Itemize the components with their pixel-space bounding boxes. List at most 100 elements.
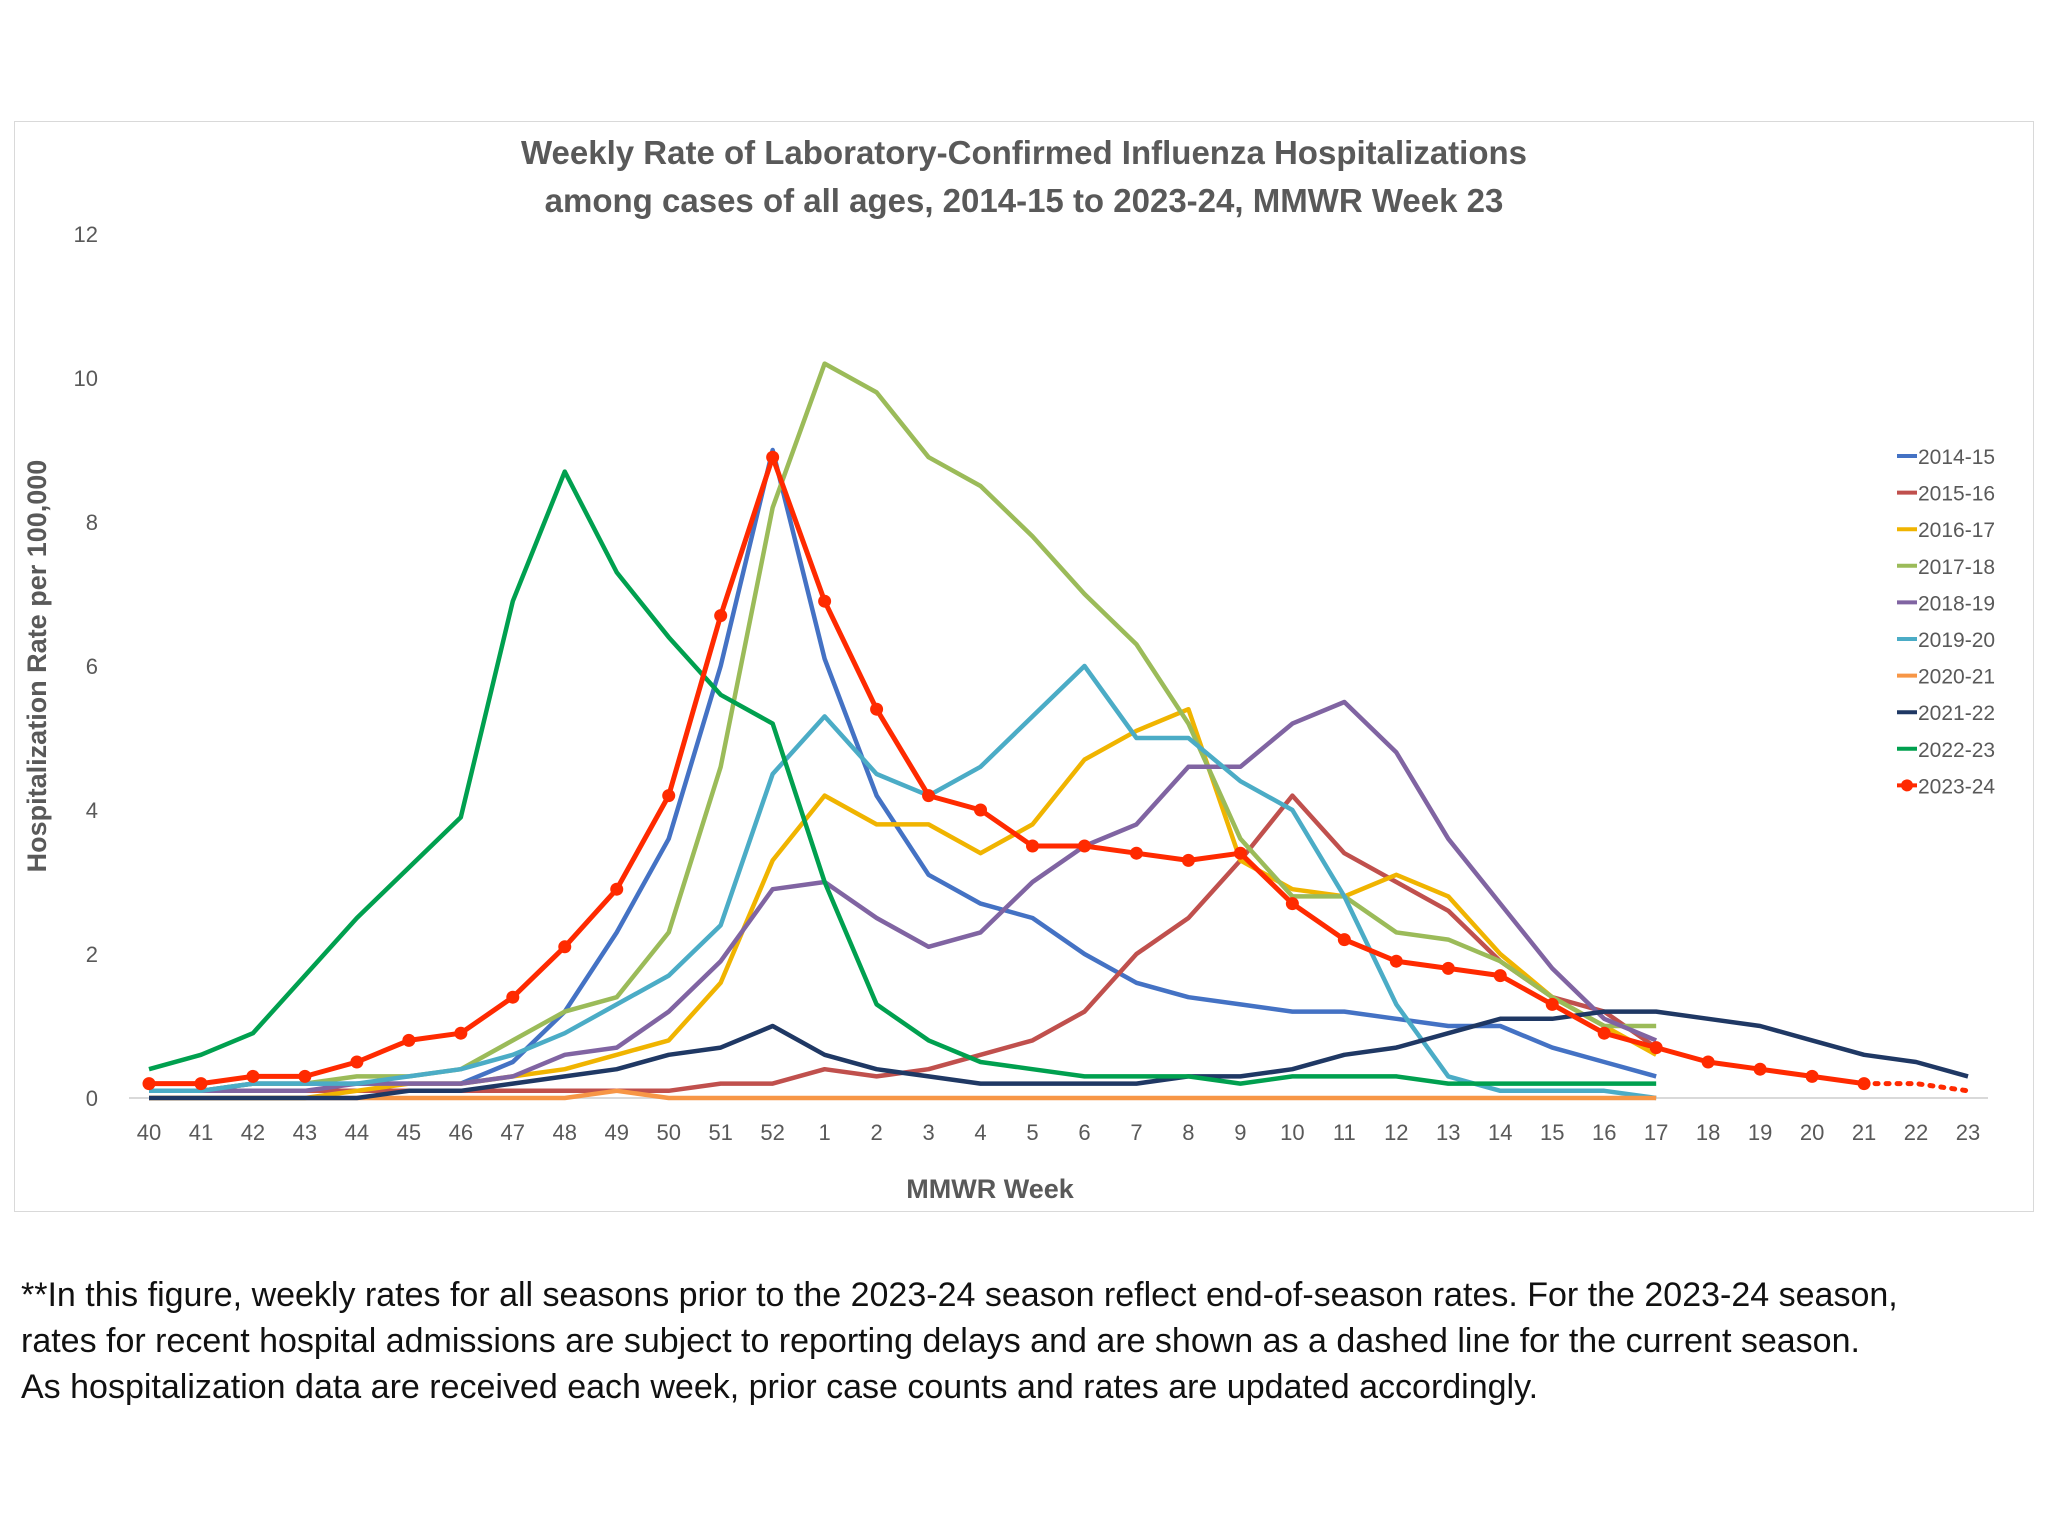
x-tick-label: 18: [1696, 1120, 1720, 1145]
series-line-2021-22: [149, 1009, 1969, 1101]
data-point-2023-24-12: [1389, 954, 1403, 968]
data-point-2023-24-18: [1701, 1055, 1715, 1069]
x-tick-label: 21: [1852, 1120, 1876, 1145]
y-tick-label: 8: [86, 510, 98, 535]
legend-label-2018-19: 2018-19: [1918, 592, 1995, 615]
y-tick-label: 2: [86, 942, 98, 967]
data-point-2023-24-2: [870, 702, 884, 716]
legend-label-2023-24: 2023-24: [1918, 775, 1995, 798]
data-point-2023-24-13: [1441, 961, 1455, 975]
x-tick-label: 14: [1488, 1120, 1512, 1145]
series-line-2014-15: [149, 447, 1657, 1094]
x-tick-label: 40: [137, 1120, 161, 1145]
x-tick-label: 9: [1234, 1120, 1246, 1145]
x-tick-label: 10: [1280, 1120, 1304, 1145]
y-tick-label: 10: [74, 366, 98, 391]
data-point-2023-24-11: [1337, 933, 1351, 947]
footnote-line-1: **In this figure, weekly rates for all s…: [21, 1276, 1898, 1314]
x-tick-label: 6: [1078, 1120, 1090, 1145]
x-tick-label: 49: [605, 1120, 629, 1145]
legend-label-2014-15: 2014-15: [1918, 446, 1995, 469]
data-point-2023-24-1: [818, 594, 832, 608]
x-tick-label: 23: [1956, 1120, 1980, 1145]
data-point-2023-24-9: [1233, 846, 1247, 860]
data-point-2023-24-4: [974, 803, 988, 817]
data-point-2023-24-43: [298, 1069, 312, 1083]
x-tick-label: 48: [553, 1120, 577, 1145]
data-point-2023-24-6: [1077, 839, 1091, 853]
chart-title-line-2: among cases of all ages, 2014-15 to 2023…: [545, 182, 1504, 219]
legend-label-2019-20: 2019-20: [1918, 629, 1995, 652]
series-line-2017-18: [149, 361, 1657, 1094]
footnote-line-3: As hospitalization data are received eac…: [21, 1368, 1539, 1406]
x-tick-label: 3: [922, 1120, 934, 1145]
x-axis-label: MMWR Week: [906, 1174, 1074, 1204]
x-tick-label: 41: [189, 1120, 213, 1145]
data-point-2023-24-47: [506, 990, 520, 1004]
series-dashed-line-2023-24: [1861, 1081, 1971, 1094]
x-tick-label: 22: [1904, 1120, 1928, 1145]
legend-label-2015-16: 2015-16: [1918, 483, 1995, 506]
data-point-2023-24-5: [1026, 839, 1040, 853]
y-tick-label: 0: [86, 1086, 98, 1111]
legend-label-2017-18: 2017-18: [1918, 556, 1995, 579]
data-point-2023-24-45: [402, 1033, 416, 1047]
footnote-line-2: rates for recent hospital admissions are…: [21, 1322, 1860, 1360]
data-point-2023-24-19: [1753, 1062, 1767, 1076]
x-tick-label: 8: [1182, 1120, 1194, 1145]
series-line-2023-24: [149, 454, 1865, 1087]
x-tick-label: 19: [1748, 1120, 1772, 1145]
x-tick-label: 2: [870, 1120, 882, 1145]
data-point-2023-24-8: [1181, 853, 1195, 867]
data-point-2023-24-7: [1129, 846, 1143, 860]
data-point-2023-24-40: [142, 1077, 156, 1091]
series-line-2020-21: [149, 1088, 1657, 1101]
x-tick-label: 52: [760, 1120, 784, 1145]
data-point-2023-24-48: [558, 940, 572, 954]
data-point-2023-24-20: [1805, 1069, 1819, 1083]
chart-title-line-1: Weekly Rate of Laboratory-Confirmed Infl…: [521, 134, 1527, 171]
series-line-2018-19: [149, 699, 1658, 1094]
data-point-2023-24-44: [350, 1055, 364, 1069]
x-tick-label: 1: [819, 1120, 831, 1145]
x-tick-label: 4: [974, 1120, 986, 1145]
line-chart: Weekly Rate of Laboratory-Confirmed Infl…: [22, 134, 1995, 1204]
x-tick-label: 44: [345, 1120, 369, 1145]
legend-label-2021-22: 2021-22: [1918, 702, 1995, 725]
data-point-2023-24-46: [454, 1026, 468, 1040]
x-tick-label: 43: [293, 1120, 317, 1145]
x-tick-label: 12: [1384, 1120, 1408, 1145]
y-axis-label: Hospitalization Rate per 100,000: [22, 460, 52, 873]
legend-label-2022-23: 2022-23: [1918, 739, 1995, 762]
series-line-2022-23: [148, 469, 1657, 1086]
y-tick-label: 12: [74, 222, 98, 247]
legend-marker-2023-24: [1901, 779, 1913, 792]
legend-label-2016-17: 2016-17: [1918, 519, 1995, 542]
data-point-2023-24-21: [1857, 1077, 1871, 1091]
data-point-2023-24-15: [1545, 997, 1559, 1011]
data-point-2023-24-3: [922, 789, 936, 803]
x-tick-label: 15: [1540, 1120, 1564, 1145]
x-tick-label: 13: [1436, 1120, 1460, 1145]
x-tick-label: 17: [1644, 1120, 1668, 1145]
chart-frame: [14, 121, 2034, 1212]
x-tick-label: 20: [1800, 1120, 1824, 1145]
x-tick-label: 45: [397, 1120, 421, 1145]
x-tick-label: 5: [1026, 1120, 1038, 1145]
data-point-2023-24-50: [662, 789, 676, 803]
data-point-2023-24-49: [610, 882, 624, 896]
x-tick-label: 50: [656, 1120, 680, 1145]
data-point-2023-24-41: [194, 1077, 208, 1091]
x-tick-label: 42: [241, 1120, 265, 1145]
y-tick-label: 4: [86, 798, 98, 823]
x-tick-label: 46: [449, 1120, 473, 1145]
x-tick-label: 51: [708, 1120, 732, 1145]
footnote: **In this figure, weekly rates for all s…: [21, 1272, 2031, 1410]
x-tick-label: 7: [1130, 1120, 1142, 1145]
data-point-2023-24-42: [246, 1069, 260, 1083]
series-line-2019-20: [149, 663, 1657, 1101]
y-tick-label: 6: [86, 654, 98, 679]
data-point-2023-24-10: [1285, 897, 1299, 911]
x-tick-label: 16: [1592, 1120, 1616, 1145]
data-point-2023-24-52: [766, 450, 780, 464]
